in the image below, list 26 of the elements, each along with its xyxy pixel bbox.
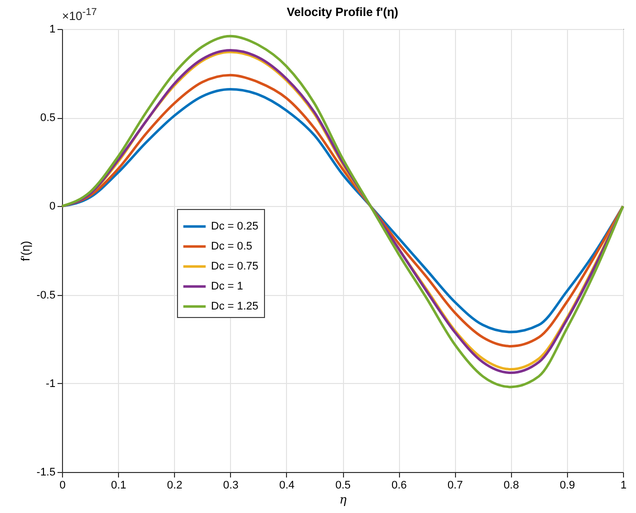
legend-label: Dc = 1 bbox=[211, 280, 244, 292]
x-tick-label: 0.6 bbox=[391, 480, 407, 492]
x-axis-title: η bbox=[339, 492, 348, 506]
text: ×10$^{-17}$ bbox=[62, 7, 97, 23]
y-tick-label: 1 bbox=[49, 24, 56, 36]
y-tick-label: -1.5 bbox=[36, 466, 56, 478]
x-tick-label: 0.7 bbox=[448, 480, 463, 492]
x-tick-label: 0.3 bbox=[223, 480, 238, 492]
x-tick-label: 0.4 bbox=[279, 480, 295, 492]
x-tick-label: 1 bbox=[620, 480, 627, 492]
x-tick-label: 0.5 bbox=[335, 480, 351, 492]
legend-label: Dc = 0.25 bbox=[211, 220, 258, 232]
y-tick-label: 0.5 bbox=[40, 112, 56, 124]
legend-label: Dc = 0.5 bbox=[211, 240, 252, 252]
x-tick-label: 0.9 bbox=[560, 480, 576, 492]
legend-label: Dc = 1.25 bbox=[211, 300, 258, 312]
y-tick-label: -1 bbox=[46, 378, 56, 390]
x-tick-label: 0.8 bbox=[504, 480, 519, 492]
x-tick-label: 0.1 bbox=[110, 480, 126, 492]
legend-label: Dc = 0.75 bbox=[211, 260, 258, 272]
x-tick-label: 0.2 bbox=[167, 480, 182, 492]
y-tick-label: -0.5 bbox=[36, 289, 56, 302]
y-tick-label: 0 bbox=[49, 200, 56, 213]
x-tick-label: 0 bbox=[59, 480, 66, 492]
y-axis-title: f'(η) bbox=[18, 240, 33, 262]
chart-title: Velocity Profile f'(η) bbox=[286, 5, 398, 19]
